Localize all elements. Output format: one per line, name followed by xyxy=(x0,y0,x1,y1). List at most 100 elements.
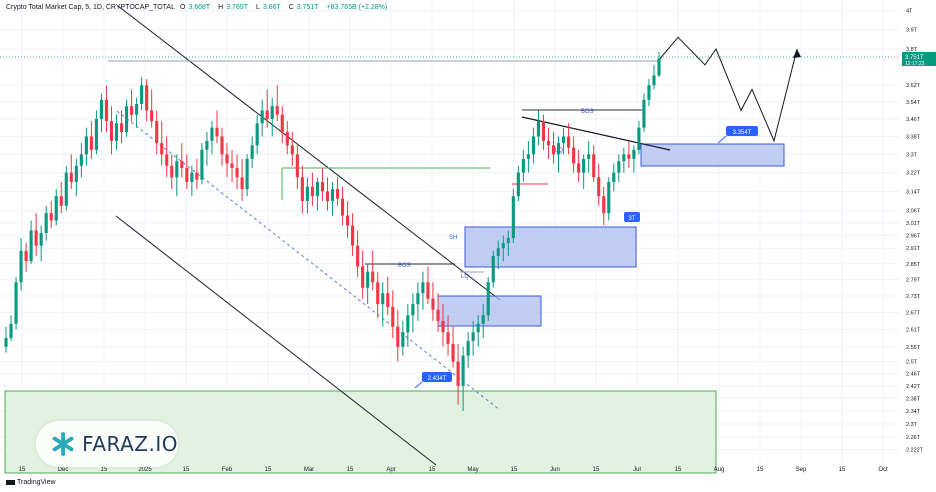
candle-body xyxy=(396,326,400,347)
price-tick-label: 3.06T xyxy=(906,209,921,215)
candle-body xyxy=(346,215,350,226)
symbol-title[interactable]: Crypto Total Market Cap, 5, 1D, CRYPTOCA… xyxy=(6,4,175,11)
candle-body xyxy=(140,85,144,105)
price-tick-label: 2.34T xyxy=(906,409,921,415)
grid-lines xyxy=(0,0,900,462)
candle-body xyxy=(411,304,415,316)
candle-body xyxy=(451,343,455,362)
candle-body xyxy=(325,191,330,201)
candle-body xyxy=(19,250,23,283)
candle-body xyxy=(104,99,109,122)
tradingview-icon xyxy=(6,479,15,485)
price-tick-label: 3.38T xyxy=(906,134,921,140)
candle-body xyxy=(195,172,199,180)
candle-body xyxy=(441,320,445,333)
price-tick-label: 2.67T xyxy=(906,310,921,316)
candle-body xyxy=(491,255,495,283)
candle-body xyxy=(310,186,314,197)
candle-body xyxy=(9,323,13,339)
time-tick-label: 15 xyxy=(593,467,600,473)
time-axis[interactable]: 15 Dec 15 2025 15 Feb 15 Mar 15 Apr 15 May 15 Jun 15 Ju… xyxy=(19,467,888,473)
candle-body xyxy=(567,136,571,148)
candle-body xyxy=(230,163,234,169)
candle-body xyxy=(582,158,586,173)
time-tick-label: Jun xyxy=(550,467,560,473)
price-tick-label: 2.91T xyxy=(906,246,921,252)
price-tick-label: 2.55T xyxy=(906,345,921,351)
candle-body xyxy=(145,85,149,111)
candle-body xyxy=(215,127,219,137)
tradingview-logo[interactable]: TradingView xyxy=(6,479,56,486)
candle-body xyxy=(577,163,581,173)
lq-label-2: LQ xyxy=(461,274,469,280)
price-tick-label: 2.38T xyxy=(906,396,921,402)
candle-body xyxy=(541,121,546,141)
time-tick-label: 15 xyxy=(183,467,190,473)
candle-body xyxy=(587,154,591,159)
time-tick-label: Oct xyxy=(878,467,888,473)
candle-body xyxy=(119,123,124,133)
candle-body xyxy=(356,245,360,267)
price-tick-label: 3.14T xyxy=(906,189,921,195)
candle-body xyxy=(381,293,385,305)
candle-body xyxy=(34,230,38,246)
candle-body xyxy=(24,250,28,262)
time-tick-label: Dec xyxy=(58,467,69,473)
candle-body xyxy=(205,140,209,150)
demand-zone-3 xyxy=(640,143,785,167)
ohlc-close: C 3.751T xyxy=(288,4,319,11)
candle-body xyxy=(421,282,425,294)
candle-body xyxy=(240,177,244,190)
candle-body xyxy=(280,114,284,133)
candle-body xyxy=(185,168,189,182)
price-tick-label: 2.42T xyxy=(906,384,921,390)
candle-body xyxy=(481,315,485,324)
candle-body xyxy=(235,168,239,178)
time-tick-label: Mar xyxy=(304,467,314,473)
candle-body xyxy=(39,232,43,246)
candle-body xyxy=(607,181,611,214)
candle-body xyxy=(94,118,98,150)
ohlc-low: L 3.66T xyxy=(255,4,281,11)
candle-body xyxy=(330,189,335,201)
chart-header: Crypto Total Market Cap, 5, 1D, CRYPTOCA… xyxy=(6,4,390,11)
candle-body xyxy=(315,181,319,197)
candle-body xyxy=(486,282,490,316)
candle-body xyxy=(225,154,229,164)
ohlc-change: +83.765B (+2.28%) xyxy=(326,4,388,11)
time-tick-label: 15 xyxy=(839,467,846,473)
candle-body xyxy=(361,266,365,288)
candle-body xyxy=(255,123,259,146)
candle-body xyxy=(305,186,309,201)
sh-label: SH xyxy=(449,235,457,241)
candle-body xyxy=(220,136,224,155)
label-3354-badge: 3.354T xyxy=(717,126,758,144)
candle-body xyxy=(245,158,249,190)
time-tick-label: 15 xyxy=(19,467,26,473)
candle-body xyxy=(135,104,139,115)
candle-body xyxy=(54,196,58,221)
candle-body xyxy=(99,99,103,119)
candle-body xyxy=(516,172,520,197)
candle-body xyxy=(44,213,48,233)
candle-body xyxy=(84,136,88,155)
candle-body xyxy=(285,132,289,146)
candle-body xyxy=(175,161,179,178)
svg-text:12:17:23: 12:17:23 xyxy=(905,61,925,67)
price-tick-label: 3.9T xyxy=(906,28,918,34)
candle-body xyxy=(416,293,420,305)
candle-body xyxy=(556,143,561,155)
candle-body xyxy=(536,121,541,137)
candle-body xyxy=(210,127,214,141)
candle-body xyxy=(592,154,596,178)
candle-body xyxy=(461,355,465,386)
price-tick-label: 2.46T xyxy=(906,372,921,378)
candle-body xyxy=(275,106,279,115)
candle-body xyxy=(160,143,164,155)
candle-body xyxy=(14,282,18,324)
time-tick-label: Sep xyxy=(796,467,807,473)
time-tick-label: 15 xyxy=(265,467,272,473)
candle-body xyxy=(572,147,576,164)
candle-body xyxy=(74,165,78,182)
